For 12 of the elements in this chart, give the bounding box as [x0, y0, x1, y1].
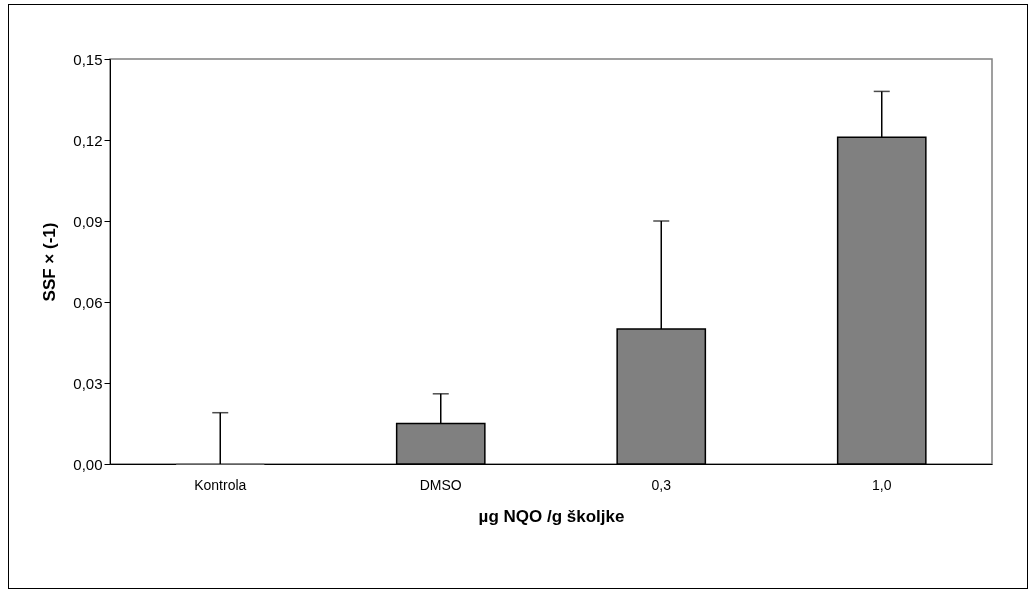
y-tick-label: 0,09 [73, 212, 103, 230]
y-tick-label: 0,06 [73, 293, 103, 311]
x-tick-label: DMSO [419, 476, 462, 493]
y-axis-title: SSF × (-1) [40, 222, 60, 302]
x-tick-label: 0,3 [651, 476, 672, 493]
y-tick-label: 0,03 [73, 374, 103, 392]
y-tick-label: 0,12 [73, 131, 103, 149]
x-tick-label: 1,0 [872, 476, 892, 493]
y-tick-label: 0,00 [73, 455, 103, 473]
x-tick-label: Kontrola [194, 476, 247, 493]
y-tick-label: 0,15 [73, 50, 103, 68]
x-axis-title: µg NQO /g školjke [478, 506, 625, 526]
